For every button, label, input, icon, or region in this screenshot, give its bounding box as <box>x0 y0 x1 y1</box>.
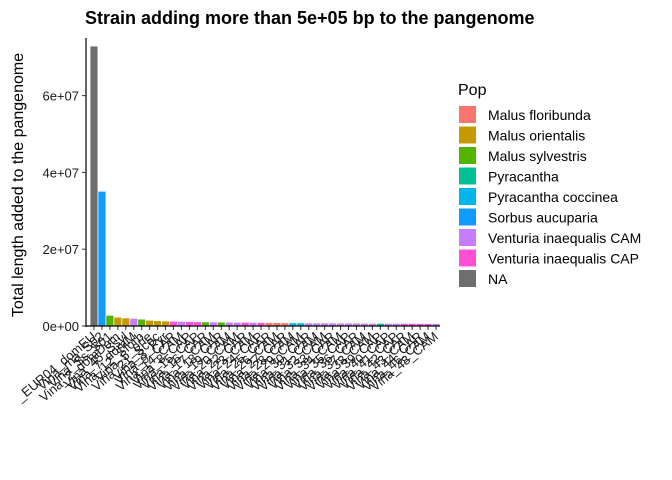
legend-label: Malus sylvestris <box>488 148 587 164</box>
legend-swatch <box>459 167 476 185</box>
bar <box>336 323 345 326</box>
bar <box>265 322 273 326</box>
y-tick-label: 4e+07 <box>42 165 79 180</box>
legend-label: Malus orientalis <box>488 128 585 144</box>
bar <box>376 323 384 326</box>
bar <box>424 323 432 326</box>
bar <box>122 318 130 326</box>
bar <box>90 46 98 326</box>
legend-swatch <box>459 208 476 226</box>
bar <box>185 321 194 326</box>
legend-label: Venturia inaequalis CAP <box>488 251 639 267</box>
bar <box>209 322 217 326</box>
bar <box>400 323 408 326</box>
legend-label: Pyracantha coccinea <box>488 189 618 205</box>
bar <box>201 322 209 326</box>
legend-title: Pop <box>458 82 487 99</box>
bar <box>169 321 178 326</box>
legend-swatch <box>459 188 476 205</box>
bar <box>106 315 114 326</box>
bar <box>161 321 170 326</box>
bar <box>360 323 369 326</box>
legend-label: NA <box>488 271 508 287</box>
bar <box>352 323 361 326</box>
bar <box>344 323 353 326</box>
bar <box>392 323 400 326</box>
legend-label: Pyracantha <box>488 169 559 185</box>
y-tick-label: 0e+00 <box>42 319 79 334</box>
bar <box>408 323 416 326</box>
bar <box>114 317 122 326</box>
bar <box>154 321 162 326</box>
legend-label: Malus floribunda <box>488 107 591 123</box>
legend: Pop Malus floribunda Malus orientalis Malu… <box>458 82 641 287</box>
bar <box>233 322 241 326</box>
legend-swatch <box>459 249 476 267</box>
legend-swatch <box>459 147 476 164</box>
bars-group <box>90 46 440 326</box>
bar <box>321 323 329 326</box>
legend-label: Sorbus aucuparia <box>488 210 598 226</box>
bar <box>138 319 146 326</box>
y-tick-label: 2e+07 <box>42 242 79 257</box>
legend-swatch <box>459 106 476 123</box>
legend-swatch <box>459 270 476 287</box>
bar <box>432 323 440 326</box>
bar <box>130 318 138 326</box>
bar <box>281 323 289 326</box>
y-axis-title: Total length added to the pangenome <box>10 53 27 317</box>
bar <box>416 323 424 326</box>
bar <box>313 323 321 326</box>
bar <box>98 191 106 326</box>
bar <box>289 323 297 326</box>
chart-title: Strain adding more than 5e+05 bp to the … <box>85 8 535 28</box>
bar <box>217 322 225 326</box>
y-tick-label: 6e+07 <box>42 89 79 104</box>
bar <box>225 322 233 326</box>
legend-swatch <box>459 229 476 246</box>
bar <box>305 323 313 326</box>
legend-label: Venturia inaequalis CAM <box>488 230 641 246</box>
axes-group: _EUR04_domEUVina_rna_S02Vina_Ss_S01Vina_… <box>12 38 441 405</box>
bar <box>241 322 249 326</box>
bar <box>297 323 305 326</box>
bar <box>249 322 257 326</box>
bar <box>257 322 265 326</box>
bar <box>329 323 337 326</box>
bar <box>146 320 154 326</box>
legend-swatch <box>459 126 476 144</box>
bar <box>177 321 186 326</box>
bar <box>368 323 376 326</box>
bar <box>273 323 281 326</box>
bar <box>193 322 201 326</box>
bar <box>384 323 392 326</box>
